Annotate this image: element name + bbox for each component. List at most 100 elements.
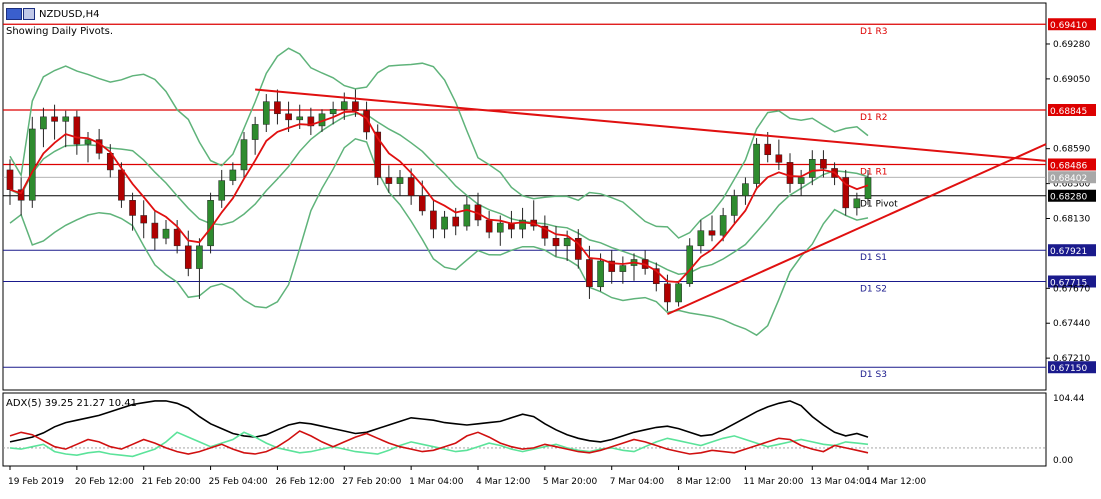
y-tick-label-7: 0.67210 bbox=[1053, 354, 1090, 364]
x-tick-label-7: 4 Mar 12:00 bbox=[476, 477, 531, 487]
candle-body-30 bbox=[340, 101, 348, 110]
candle-body-54 bbox=[608, 260, 616, 272]
candle-body-7 bbox=[84, 139, 92, 145]
candle-body-62 bbox=[697, 230, 705, 247]
candle-body-53 bbox=[597, 260, 604, 288]
candle-body-73 bbox=[820, 159, 827, 169]
y-tick-label-0: 0.69280 bbox=[1053, 40, 1090, 50]
candle-body-0 bbox=[6, 169, 14, 190]
bollinger-lower bbox=[9, 137, 869, 337]
y-tick-label-2: 0.68590 bbox=[1053, 145, 1090, 155]
pivot-label-0: D1 R3 bbox=[860, 27, 888, 37]
y-tick-label-1: 0.69050 bbox=[1053, 75, 1090, 85]
candle-body-46 bbox=[519, 219, 526, 230]
candle-body-65 bbox=[730, 195, 738, 216]
candle-body-63 bbox=[708, 230, 716, 236]
x-tick-label-8: 5 Mar 20:00 bbox=[543, 477, 598, 487]
candle-body-72 bbox=[808, 159, 816, 178]
candle-body-2 bbox=[28, 128, 36, 201]
pivot-price-label-0: 0.69410 bbox=[1050, 21, 1087, 31]
pivot-price-label-5: 0.67715 bbox=[1050, 278, 1087, 288]
candle-body-59 bbox=[664, 283, 671, 303]
trendline-resistance bbox=[255, 88, 1047, 162]
candle-body-25 bbox=[285, 113, 292, 121]
candle-body-64 bbox=[719, 215, 727, 236]
candle-body-15 bbox=[173, 228, 181, 247]
x-tick-label-6: 1 Mar 04:00 bbox=[409, 477, 464, 487]
candle-body-18 bbox=[207, 200, 214, 247]
candle-body-14 bbox=[162, 228, 170, 239]
candle-body-49 bbox=[552, 237, 560, 247]
candle-body-26 bbox=[296, 116, 304, 121]
pivot-price-box-1 bbox=[1048, 103, 1096, 116]
pivot-label-1: D1 R2 bbox=[860, 113, 888, 123]
x-tick-label-4: 26 Feb 12:00 bbox=[275, 477, 334, 487]
pivot-label-2: D1 R1 bbox=[860, 167, 888, 177]
trendline-support bbox=[667, 143, 1047, 316]
pivot-price-label-1: 0.68845 bbox=[1050, 107, 1087, 117]
adx-y-tick-min: 0.00 bbox=[1053, 456, 1073, 466]
candle-body-33 bbox=[374, 131, 382, 178]
candle-body-35 bbox=[396, 177, 404, 184]
x-tick-label-10: 8 Mar 12:00 bbox=[677, 477, 732, 487]
candle-body-40 bbox=[452, 216, 460, 227]
candle-body-77 bbox=[864, 177, 872, 200]
candle-body-39 bbox=[441, 216, 448, 230]
x-tick-label-12: 13 Mar 04:00 bbox=[810, 477, 870, 487]
y-tick-label-4: 0.68130 bbox=[1053, 215, 1090, 225]
candle-body-71 bbox=[797, 177, 805, 184]
candle-body-60 bbox=[675, 283, 682, 303]
candle-body-24 bbox=[274, 101, 281, 115]
candle-body-12 bbox=[140, 215, 148, 224]
candle-body-69 bbox=[775, 154, 783, 163]
current-price-box bbox=[1048, 171, 1096, 184]
pivot-price-label-4: 0.67921 bbox=[1050, 247, 1087, 257]
x-tick-label-5: 27 Feb 20:00 bbox=[342, 477, 401, 487]
adx-panel-frame bbox=[2, 392, 1047, 467]
candle-body-76 bbox=[853, 198, 861, 209]
candle-body-31 bbox=[352, 101, 359, 112]
candle-body-22 bbox=[251, 124, 259, 140]
candle-body-1 bbox=[17, 189, 25, 201]
candle-body-17 bbox=[196, 245, 203, 269]
candle-body-19 bbox=[218, 180, 226, 201]
chart-symbol-icon bbox=[23, 8, 35, 20]
x-tick-label-0: 19 Feb 2019 bbox=[8, 477, 64, 487]
adx-label: ADX(5) 39.25 21.27 10.41 bbox=[6, 398, 137, 409]
pivot-price-label-3: 0.68280 bbox=[1050, 193, 1087, 203]
candle-body-16 bbox=[184, 245, 192, 269]
candle-body-32 bbox=[363, 110, 370, 133]
candle-body-70 bbox=[786, 162, 794, 184]
pivot-price-box-0 bbox=[1048, 18, 1096, 31]
candle-body-44 bbox=[496, 222, 504, 233]
candle-body-5 bbox=[62, 116, 70, 122]
chart-window-icon bbox=[6, 8, 22, 20]
candle-body-6 bbox=[73, 116, 81, 145]
x-tick-label-11: 11 Mar 20:00 bbox=[743, 477, 803, 487]
candle-body-23 bbox=[262, 101, 270, 125]
pivot-label-5: D1 S2 bbox=[860, 284, 887, 294]
y-tick-label-5: 0.67670 bbox=[1053, 284, 1090, 294]
candle-body-21 bbox=[240, 139, 248, 171]
pivot-price-box-4 bbox=[1048, 244, 1096, 257]
candle-body-58 bbox=[652, 268, 660, 285]
x-tick-label-9: 7 Mar 04:00 bbox=[610, 477, 665, 487]
symbol-label: NZDUSD,H4 bbox=[39, 9, 100, 20]
candle-body-43 bbox=[485, 219, 493, 233]
current-price-label: 0.68402 bbox=[1050, 174, 1087, 184]
chart-title: NZDUSD,H4 bbox=[6, 8, 99, 20]
candle-body-38 bbox=[430, 210, 437, 230]
x-tick-label-13: 14 Mar 12:00 bbox=[866, 477, 926, 487]
candle-body-27 bbox=[307, 116, 315, 127]
bollinger-upper bbox=[9, 47, 869, 239]
candle-body-67 bbox=[753, 143, 760, 184]
candle-body-4 bbox=[51, 116, 58, 122]
candle-body-10 bbox=[118, 169, 125, 201]
pivot-price-label-6: 0.67150 bbox=[1050, 364, 1087, 374]
pivot-price-box-2 bbox=[1048, 158, 1096, 171]
pivot-price-box-5 bbox=[1048, 275, 1096, 288]
y-tick-label-3: 0.68360 bbox=[1053, 180, 1090, 190]
x-tick-label-1: 20 Feb 12:00 bbox=[75, 477, 134, 487]
